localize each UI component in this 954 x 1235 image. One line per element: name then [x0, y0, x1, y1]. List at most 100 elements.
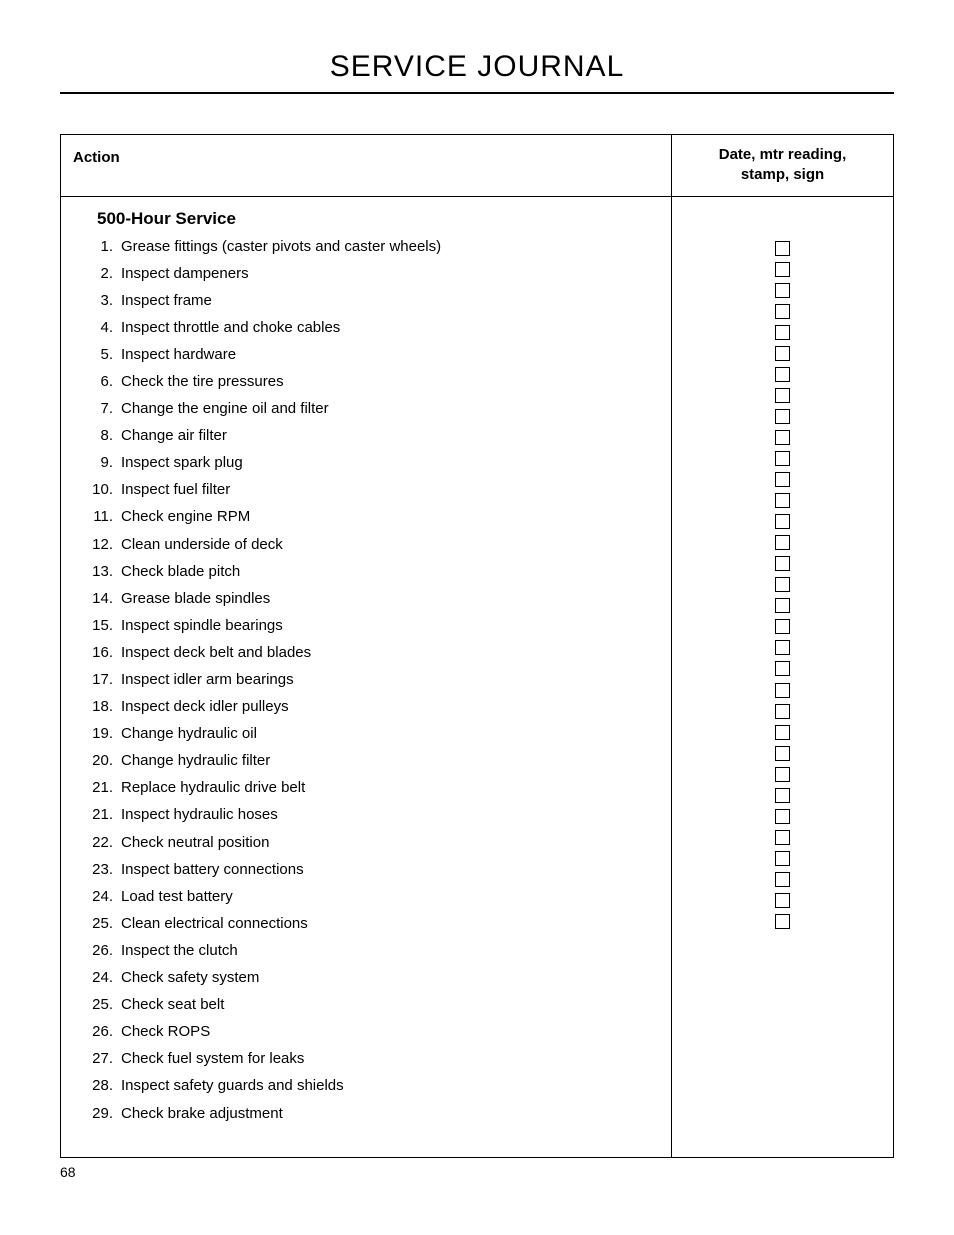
checkbox[interactable] — [775, 704, 790, 719]
checkbox[interactable] — [775, 598, 790, 613]
checkbox[interactable] — [775, 283, 790, 298]
item-text: Inspect dampeners — [121, 260, 659, 287]
checkbox[interactable] — [775, 830, 790, 845]
service-item: 12.Clean underside of deck — [73, 531, 659, 558]
item-text: Check seat belt — [121, 991, 659, 1018]
checkbox[interactable] — [775, 346, 790, 361]
checkbox[interactable] — [775, 535, 790, 550]
checkbox[interactable] — [775, 493, 790, 508]
checkbox[interactable] — [775, 767, 790, 782]
service-item: 1.Grease fittings (caster pivots and cas… — [73, 233, 659, 260]
checkbox[interactable] — [775, 451, 790, 466]
item-text: Check blade pitch — [121, 558, 659, 585]
service-item: 27.Check fuel system for leaks — [73, 1045, 659, 1072]
checkbox[interactable] — [775, 872, 790, 887]
item-number: 7. — [73, 395, 121, 422]
item-text: Inspect spark plug — [121, 449, 659, 476]
action-column: 500-Hour Service 1.Grease fittings (cast… — [61, 197, 671, 1157]
service-item: 15.Inspect spindle bearings — [73, 612, 659, 639]
item-text: Inspect deck belt and blades — [121, 639, 659, 666]
item-number: 12. — [73, 531, 121, 558]
checkbox[interactable] — [775, 367, 790, 382]
header-date-line1: Date, mtr reading, — [719, 146, 847, 163]
item-number: 2. — [73, 260, 121, 287]
item-text: Load test battery — [121, 883, 659, 910]
item-text: Grease blade spindles — [121, 585, 659, 612]
service-item: 20.Change hydraulic filter — [73, 747, 659, 774]
service-item: 25.Clean electrical connections — [73, 910, 659, 937]
item-text: Inspect safety guards and shields — [121, 1072, 659, 1099]
checkbox[interactable] — [775, 661, 790, 676]
checkbox[interactable] — [775, 788, 790, 803]
item-text: Check the tire pressures — [121, 368, 659, 395]
checkbox[interactable] — [775, 409, 790, 424]
page-title: SERVICE JOURNAL — [60, 50, 894, 84]
item-text: Replace hydraulic drive belt — [121, 774, 659, 801]
checkbox[interactable] — [775, 577, 790, 592]
checkbox[interactable] — [775, 514, 790, 529]
page-number: 68 — [60, 1164, 894, 1180]
service-item: 23.Inspect battery connections — [73, 856, 659, 883]
item-text: Inspect hydraulic hoses — [121, 801, 659, 828]
journal-frame: Action Date, mtr reading, stamp, sign 50… — [60, 134, 894, 1158]
service-item: 7.Change the engine oil and filter — [73, 395, 659, 422]
service-item: 13.Check blade pitch — [73, 558, 659, 585]
item-number: 5. — [73, 341, 121, 368]
service-item: 22.Check neutral position — [73, 829, 659, 856]
checkbox[interactable] — [775, 851, 790, 866]
service-item: 6.Check the tire pressures — [73, 368, 659, 395]
checkbox[interactable] — [775, 472, 790, 487]
header-date-label: Date, mtr reading, stamp, sign — [671, 135, 893, 196]
service-item: 26.Check ROPS — [73, 1018, 659, 1045]
checkbox[interactable] — [775, 914, 790, 929]
service-item: 24.Check safety system — [73, 964, 659, 991]
item-text: Check engine RPM — [121, 503, 659, 530]
items-list: 1.Grease fittings (caster pivots and cas… — [73, 233, 659, 1127]
item-number: 17. — [73, 666, 121, 693]
checkbox[interactable] — [775, 725, 790, 740]
service-item: 17.Inspect idler arm bearings — [73, 666, 659, 693]
item-text: Clean electrical connections — [121, 910, 659, 937]
item-text: Inspect deck idler pulleys — [121, 693, 659, 720]
service-item: 3.Inspect frame — [73, 287, 659, 314]
checkbox[interactable] — [775, 556, 790, 571]
item-number: 16. — [73, 639, 121, 666]
checkbox[interactable] — [775, 809, 790, 824]
service-item: 14.Grease blade spindles — [73, 585, 659, 612]
item-number: 9. — [73, 449, 121, 476]
item-number: 29. — [73, 1100, 121, 1127]
checkbox[interactable] — [775, 893, 790, 908]
service-item: 25.Check seat belt — [73, 991, 659, 1018]
checkbox[interactable] — [775, 640, 790, 655]
item-number: 8. — [73, 422, 121, 449]
service-item: 21.Inspect hydraulic hoses — [73, 801, 659, 828]
service-item: 9.Inspect spark plug — [73, 449, 659, 476]
service-item: 5.Inspect hardware — [73, 341, 659, 368]
item-text: Check ROPS — [121, 1018, 659, 1045]
checkbox[interactable] — [775, 325, 790, 340]
service-item: 29.Check brake adjustment — [73, 1100, 659, 1127]
service-item: 16.Inspect deck belt and blades — [73, 639, 659, 666]
item-text: Check fuel system for leaks — [121, 1045, 659, 1072]
checkbox[interactable] — [775, 619, 790, 634]
item-text: Clean underside of deck — [121, 531, 659, 558]
item-text: Inspect battery connections — [121, 856, 659, 883]
item-text: Inspect fuel filter — [121, 476, 659, 503]
item-text: Inspect spindle bearings — [121, 612, 659, 639]
item-text: Change the engine oil and filter — [121, 395, 659, 422]
checkbox[interactable] — [775, 304, 790, 319]
item-number: 20. — [73, 747, 121, 774]
service-item: 4.Inspect throttle and choke cables — [73, 314, 659, 341]
checkbox[interactable] — [775, 683, 790, 698]
item-number: 26. — [73, 1018, 121, 1045]
item-number: 21. — [73, 774, 121, 801]
checkbox[interactable] — [775, 430, 790, 445]
section-heading: 500-Hour Service — [97, 209, 659, 229]
checkbox[interactable] — [775, 262, 790, 277]
item-number: 24. — [73, 883, 121, 910]
service-item: 19.Change hydraulic oil — [73, 720, 659, 747]
checkbox[interactable] — [775, 388, 790, 403]
checkbox[interactable] — [775, 241, 790, 256]
service-item: 28.Inspect safety guards and shields — [73, 1072, 659, 1099]
checkbox[interactable] — [775, 746, 790, 761]
